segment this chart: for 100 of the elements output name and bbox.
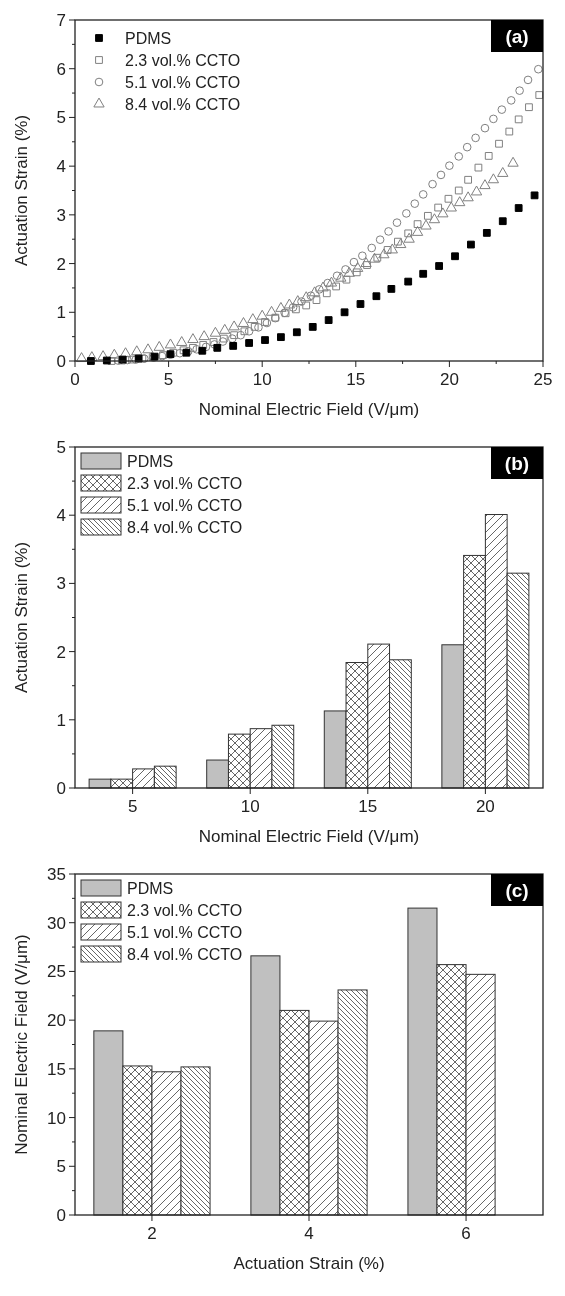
point: [484, 152, 493, 160]
point: [209, 326, 222, 337]
point: [454, 196, 466, 207]
legend-label: 8.4 vol.% CCTO: [127, 945, 243, 963]
point: [142, 343, 154, 354]
point: [292, 328, 301, 337]
point: [352, 268, 361, 277]
legend-label: PDMS: [127, 879, 174, 897]
legend-label: 8.4 vol.% CCTO: [127, 518, 243, 536]
point: [378, 248, 390, 259]
y-axis-title: Nominal Electric Field (V/μm): [12, 934, 31, 1155]
point: [533, 64, 543, 74]
point: [314, 285, 324, 294]
point: [292, 305, 300, 314]
y-tick-label: 10: [47, 1108, 66, 1128]
point: [300, 291, 312, 302]
point: [462, 191, 474, 202]
point: [265, 305, 278, 316]
point: [368, 252, 381, 263]
y-tick-label: 3: [56, 574, 66, 594]
x-tick-label: 2: [147, 1224, 157, 1243]
point: [176, 336, 188, 346]
point: [428, 179, 437, 189]
legend-label: 2.3 vol.% CCTO: [127, 474, 243, 492]
point: [451, 252, 459, 261]
point: [410, 199, 420, 208]
point: [261, 318, 269, 326]
point: [261, 336, 269, 344]
point: [317, 281, 329, 292]
point: [464, 175, 473, 184]
point: [489, 114, 498, 124]
point: [358, 251, 367, 261]
legend-label: 8.4 vol.% CCTO: [125, 95, 241, 113]
point: [506, 96, 516, 105]
point: [497, 105, 507, 114]
point: [445, 161, 454, 170]
x-tick-label: 6: [461, 1224, 471, 1243]
point: [360, 257, 372, 268]
x-tick-label: 10: [252, 370, 272, 389]
point: [332, 282, 341, 291]
point: [164, 338, 177, 349]
y-tick-label: 5: [56, 108, 66, 128]
point: [308, 323, 317, 331]
point: [201, 342, 211, 352]
x-tick-label: 4: [304, 1224, 314, 1243]
point: [209, 338, 218, 346]
point: [387, 285, 396, 293]
point: [514, 115, 523, 124]
point: [498, 217, 507, 226]
point: [471, 133, 480, 143]
point: [108, 348, 120, 359]
x-tick-label: 15: [358, 797, 378, 816]
point: [535, 91, 544, 99]
point: [308, 286, 321, 297]
point: [240, 327, 249, 336]
y-tick-label: 20: [47, 1011, 66, 1031]
point: [229, 342, 238, 350]
point: [420, 219, 432, 230]
y-tick-label: 25: [47, 962, 66, 982]
point: [198, 330, 210, 341]
x-axis-title: Nominal Electric Field (V/μm): [198, 827, 420, 846]
point: [283, 298, 295, 309]
point: [237, 317, 250, 327]
point: [341, 265, 350, 274]
y-tick-label: 0: [56, 1205, 66, 1225]
point: [444, 194, 453, 203]
x-tick-label: 10: [240, 797, 260, 816]
point: [244, 326, 254, 336]
point: [363, 261, 371, 269]
y-tick-label: 3: [56, 205, 66, 225]
point: [119, 347, 132, 358]
x-axis-title: Actuation Strain (%): [233, 1254, 385, 1273]
legend-label: 5.1 vol.% CCTO: [127, 923, 243, 941]
point: [395, 238, 407, 249]
x-tick-label: 5: [163, 370, 174, 389]
point: [325, 276, 338, 287]
point: [228, 320, 240, 331]
point: [419, 269, 428, 278]
point: [324, 316, 333, 324]
point: [322, 289, 331, 298]
point: [189, 343, 197, 352]
point: [403, 232, 415, 243]
point: [219, 323, 231, 334]
y-tick-label: 2: [56, 254, 66, 274]
point: [404, 229, 413, 238]
point: [479, 179, 491, 190]
x-tick-label: 5: [127, 797, 138, 816]
annotation: (b): [504, 452, 530, 474]
y-tick-label: 1: [56, 710, 66, 730]
point: [437, 207, 449, 218]
annotation: (c): [505, 879, 529, 901]
point: [277, 333, 285, 342]
point: [514, 204, 523, 212]
point: [495, 139, 503, 148]
point: [131, 345, 143, 356]
point: [275, 301, 287, 312]
point: [474, 163, 483, 172]
point: [404, 277, 413, 286]
x-tick-label: 25: [533, 370, 553, 389]
point: [288, 303, 298, 312]
